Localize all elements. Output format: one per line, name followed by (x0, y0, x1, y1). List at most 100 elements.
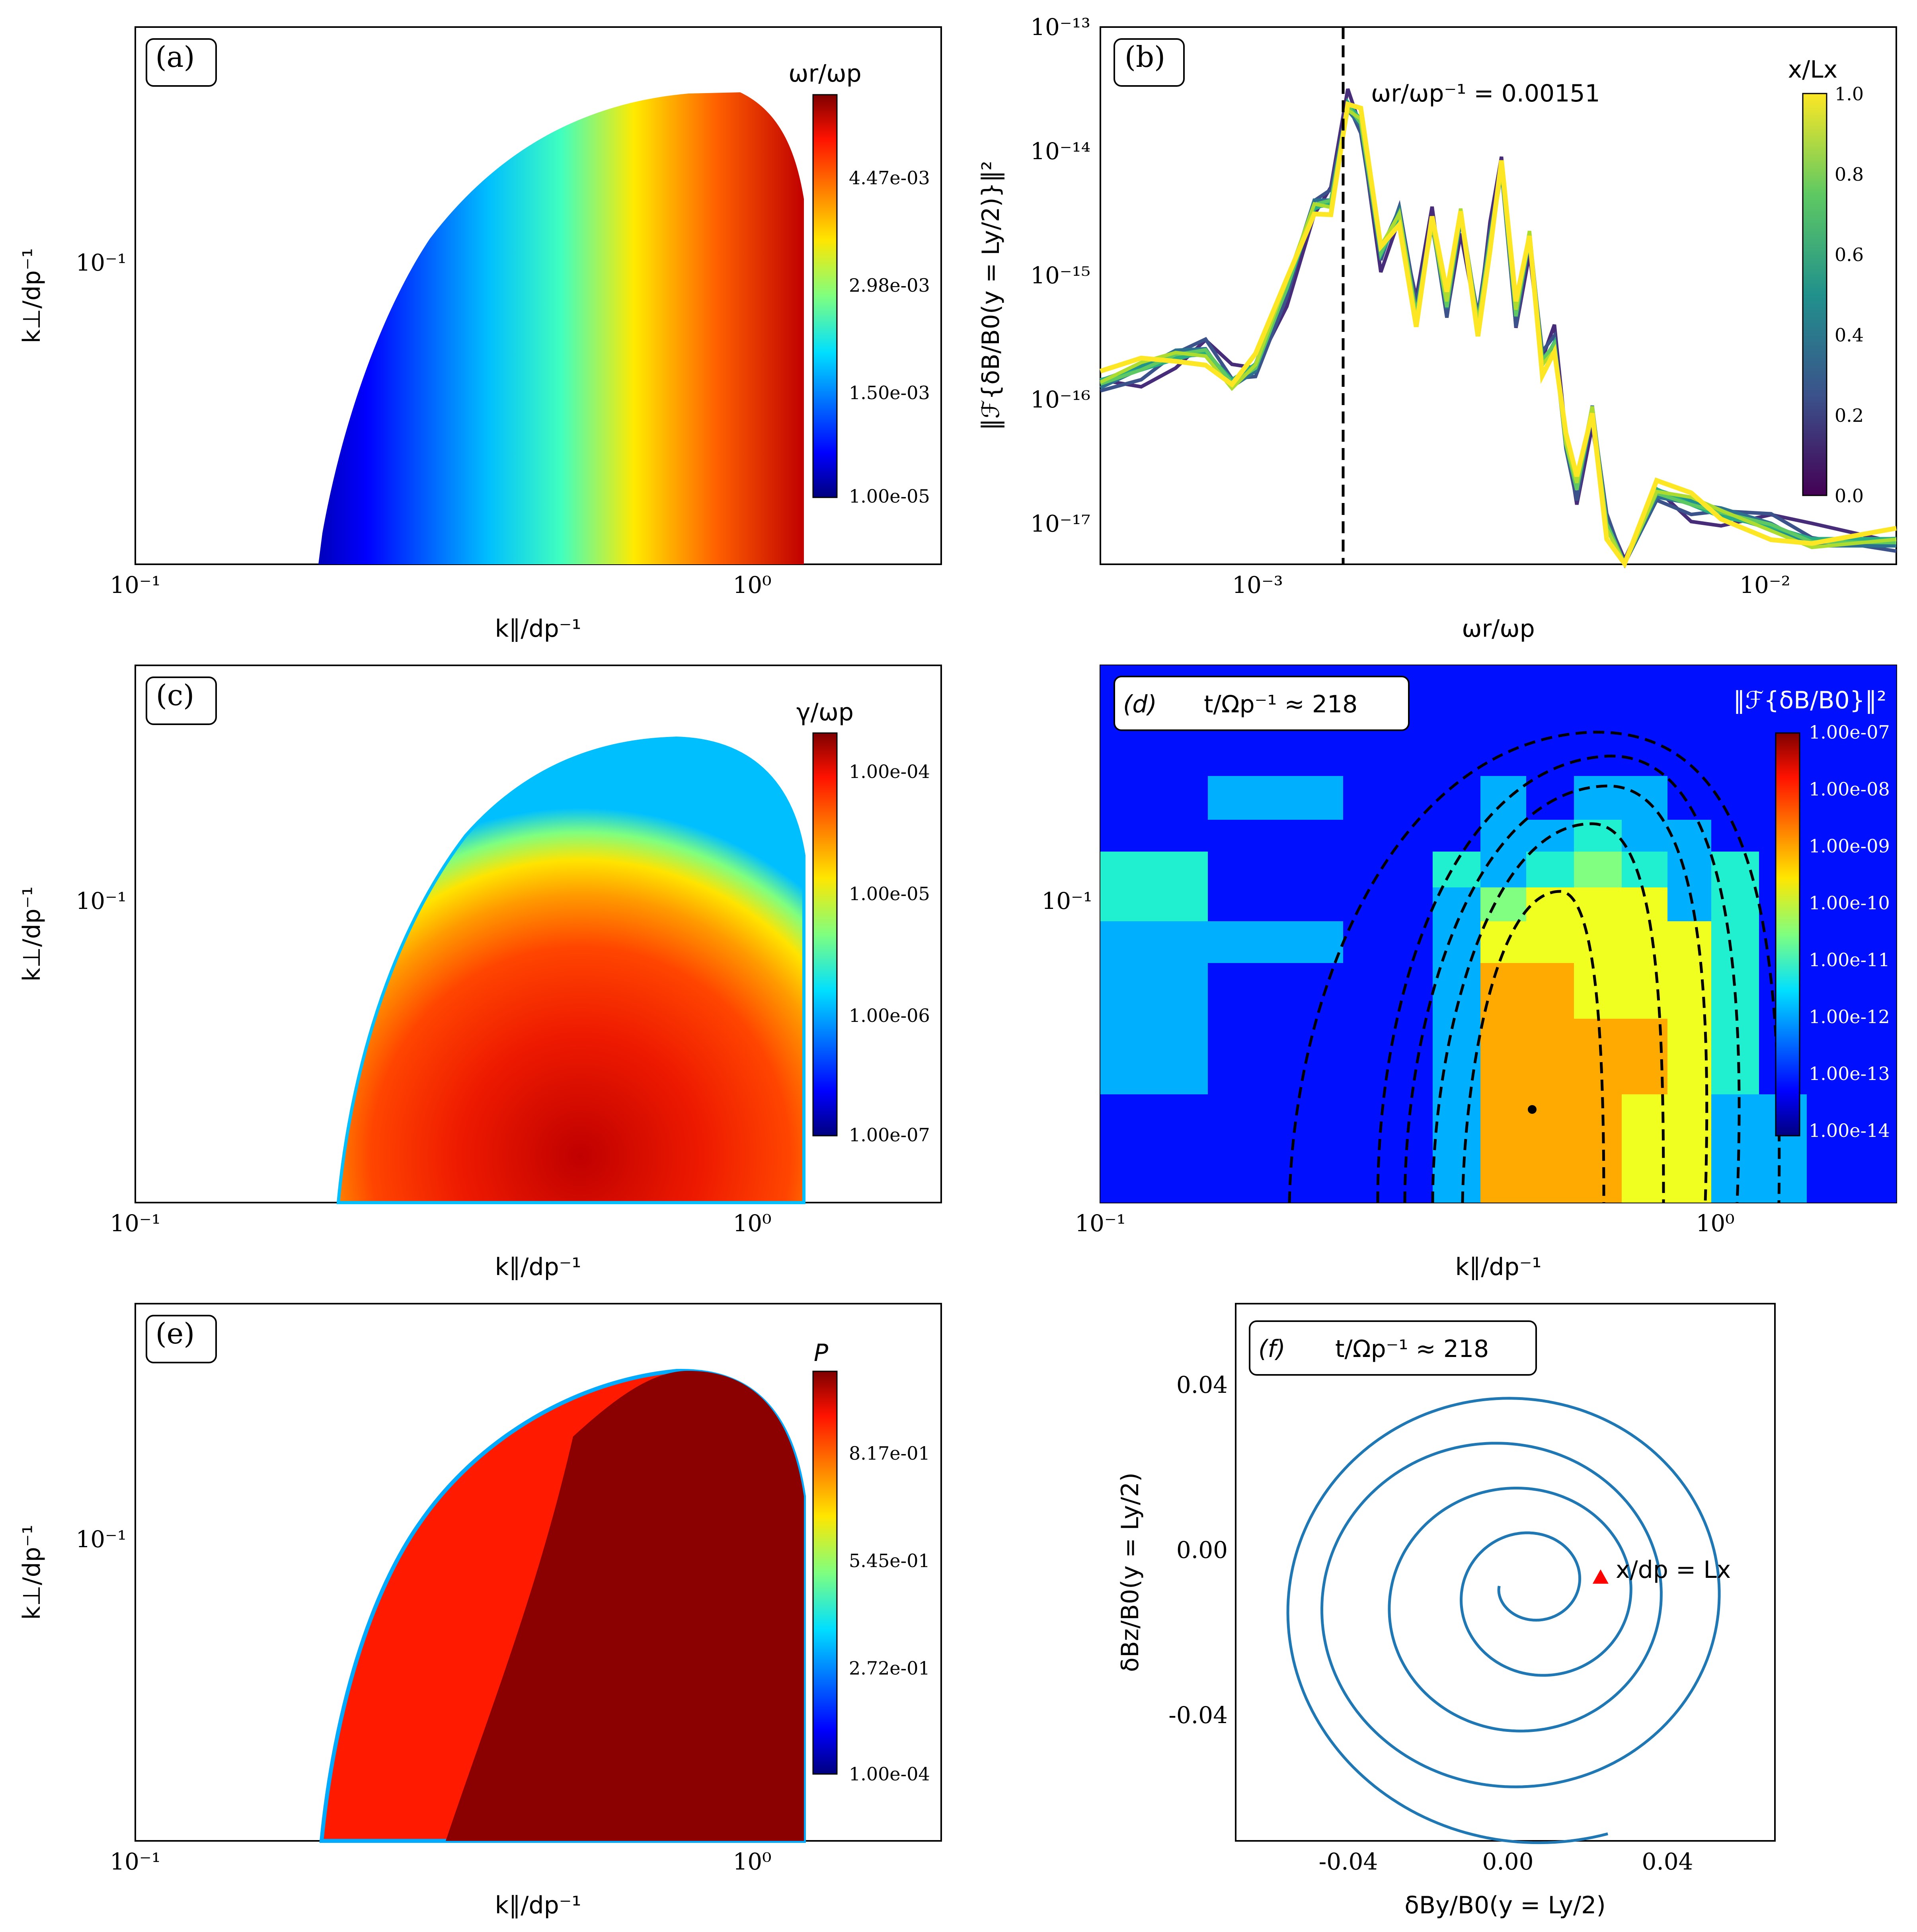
panel-b-ytick-0: 10⁻¹³ (1030, 14, 1090, 41)
panel-c-xtick-0: 10⁻¹ (110, 1210, 161, 1237)
panel-d-cb-tick-3: 1.00e-10 (1809, 892, 1890, 914)
panel-b-xtick-1: 10⁻² (1740, 571, 1790, 599)
panel-d-cell (1622, 776, 1667, 820)
panel-a-cb-tick-0: 4.47e-03 (849, 167, 930, 189)
panel-d-cell (1480, 1094, 1526, 1203)
panel-f-annotation: x/dp = Lx (1616, 1556, 1731, 1584)
panel-b-ytick-3: 10⁻¹⁶ (1030, 386, 1090, 413)
panel-d-cell (1574, 1019, 1622, 1094)
panel-c-ytick-0: 10⁻¹ (76, 887, 127, 914)
panel-c-xlabel: k∥/dp⁻¹ (495, 1253, 581, 1281)
panel-f-ytick-1: 0.00 (1176, 1536, 1228, 1564)
panel-d-cell (1807, 820, 1896, 852)
panel-d-cell (1208, 963, 1343, 1019)
panel-f-ytick-0: 0.04 (1176, 1371, 1228, 1398)
panel-d-cell (1100, 963, 1208, 1019)
panel-a: (a) ωr/ωp 4.47e-03 2.98e-03 1.50e-03 1.0… (18, 26, 942, 643)
panel-d-ytick-0: 10⁻¹ (1041, 887, 1092, 914)
panel-c-cb-tick-3: 1.00e-07 (849, 1124, 930, 1146)
panel-d-cell (1433, 1019, 1480, 1094)
panel-d-cell (1480, 1019, 1526, 1094)
panel-d-colorbar (1775, 732, 1800, 1137)
panel-d-cell (1711, 820, 1759, 852)
panel-d-cell (1343, 963, 1433, 1019)
panel-c-colorbar-ticks: 1.00e-04 1.00e-05 1.00e-06 1.00e-07 (849, 761, 930, 1146)
panel-f-tag: (f) (1258, 1335, 1285, 1363)
panel-a-ylabel: k⊥/dp⁻¹ (18, 248, 46, 343)
panel-d-cell (1433, 1094, 1480, 1203)
panel-d-cell (1711, 1094, 1759, 1203)
panel-d-cell (1480, 887, 1526, 921)
panel-e-ylabel: k⊥/dp⁻¹ (18, 1525, 46, 1620)
panel-d-cell (1667, 852, 1711, 887)
panel-b-axes (1100, 26, 1897, 565)
panel-d-cell (1526, 665, 1574, 776)
panel-e-colorbar (812, 1371, 838, 1775)
panel-d-cb-tick-7: 1.00e-14 (1809, 1120, 1890, 1141)
panel-e-tag-box (146, 1315, 217, 1363)
panel-e-cb-tick-2: 2.72e-01 (849, 1657, 930, 1679)
panel-d-cell (1711, 887, 1759, 921)
panel-d-cell (1807, 887, 1896, 921)
panel-f-ylabel: δBz/B0(y = Ly/2) (1116, 1472, 1144, 1672)
panel-d-title: t/Ωp⁻¹ ≈ 218 (1204, 690, 1357, 718)
panel-d-xlabel: k∥/dp⁻¹ (1455, 1253, 1542, 1281)
panel-a-cb-tick-2: 1.50e-03 (849, 382, 930, 404)
panel-d-colorbar-ticks: 1.00e-07 1.00e-08 1.00e-09 1.00e-10 1.00… (1809, 721, 1890, 1141)
panel-d-cb-tick-4: 1.00e-11 (1809, 949, 1890, 971)
panel-b-cb-tick-0: 1.0 (1835, 83, 1864, 105)
panel-d-title-box (1114, 676, 1410, 731)
panel-d-cell (1343, 776, 1433, 820)
panel-f-xlabel: δBy/B0(y = Ly/2) (1404, 1891, 1606, 1919)
panel-d-cell (1807, 921, 1896, 963)
panel-d-cell (1433, 852, 1480, 887)
panel-d-cell (1807, 1019, 1896, 1094)
panel-d-cell (1480, 921, 1526, 963)
panel-d-colorbar-label: ‖ℱ{δB/B0}‖² (1733, 686, 1886, 714)
panel-d-cell (1208, 887, 1343, 921)
panel-d-cell (1622, 1094, 1667, 1203)
panel-c-cb-tick-1: 1.00e-05 (849, 883, 930, 905)
panel-d-cell (1480, 665, 1526, 776)
panel-b-tag-box (1114, 38, 1185, 87)
panel-d-cb-tick-1: 1.00e-08 (1809, 778, 1890, 800)
panel-d-cell (1574, 852, 1622, 887)
panel-a-colorbar (812, 94, 838, 498)
panel-b-colorbar (1802, 93, 1827, 496)
panel-d-cb-tick-6: 1.00e-13 (1809, 1063, 1890, 1084)
panel-c-colorbar-label: γ/ωp (796, 698, 854, 726)
panel-d-cell (1526, 887, 1574, 921)
panel-c-tag-box (146, 676, 217, 725)
panel-f-title: t/Ωp⁻¹ ≈ 218 (1335, 1335, 1489, 1363)
panel-a-xlabel: k∥/dp⁻¹ (495, 615, 581, 643)
panel-a-tag-box (146, 38, 217, 87)
panel-b-ytick-1: 10⁻¹⁴ (1030, 138, 1090, 165)
panel-d-cell (1667, 665, 1711, 776)
panel-d-contour-4 (1461, 890, 1605, 1203)
panel-f-title-box (1249, 1320, 1537, 1376)
panel-b-colorbar-label: x/Lx (1788, 56, 1838, 84)
panel-d-contours (1288, 731, 1781, 1203)
panel-e-xtick-1: 10⁰ (733, 1848, 771, 1875)
panel-d: (d) t/Ωp⁻¹ ≈ 218 ‖ℱ{δB/B0}‖² 1.00e-07 1.… (1041, 665, 1897, 1281)
panel-e-core-region (446, 1371, 804, 1841)
panel-c-ylabel: k⊥/dp⁻¹ (18, 886, 46, 981)
panel-d-cb-tick-0: 1.00e-07 (1809, 721, 1890, 743)
panel-f-endpoint-marker (1592, 1569, 1609, 1584)
panel-c-cb-tick-2: 1.00e-06 (849, 1005, 930, 1026)
panel-b-cb-tick-3: 0.4 (1835, 324, 1864, 346)
panel-a-xtick-0: 10⁻¹ (110, 571, 161, 599)
panel-e-colorbar-ticks: 8.17e-01 5.45e-01 2.72e-01 1.00e-04 (849, 1443, 930, 1785)
panel-d-cell (1480, 963, 1526, 1019)
panel-b-xlabel: ωr/ωp (1462, 615, 1535, 643)
panel-e-xtick-0: 10⁻¹ (110, 1848, 161, 1875)
panel-a-omega-region (318, 92, 804, 564)
panel-c-xtick-1: 10⁰ (733, 1210, 771, 1237)
panel-f-ytick-2: -0.04 (1168, 1702, 1228, 1729)
panel-d-cell (1711, 921, 1759, 963)
panel-b-spectra (1100, 88, 1897, 569)
panel-a-cb-tick-1: 2.98e-03 (849, 275, 930, 296)
panel-d-cell (1574, 665, 1622, 776)
panel-d-cell (1622, 852, 1667, 887)
panel-e-xlabel: k∥/dp⁻¹ (495, 1891, 581, 1919)
